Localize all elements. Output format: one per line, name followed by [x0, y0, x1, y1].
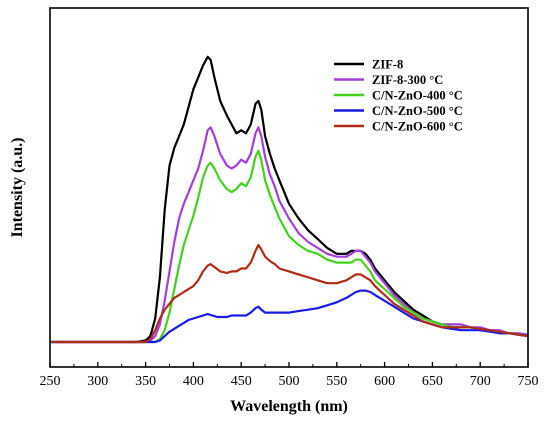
x-tick-label: 300 — [87, 374, 108, 389]
x-tick-label: 700 — [470, 374, 491, 389]
x-tick-label: 550 — [326, 374, 347, 389]
legend-label-5: C/N-ZnO-600 °C — [372, 120, 463, 134]
series-line-4 — [50, 289, 529, 344]
legend-label-3: C/N-ZnO-400 °C — [372, 89, 463, 103]
x-tick-label: 250 — [40, 374, 61, 389]
x-tick-label: 350 — [135, 374, 156, 389]
plot-lines — [50, 55, 529, 344]
series-line-3 — [50, 149, 529, 344]
x-tick-label: 650 — [422, 374, 443, 389]
x-tick-label: 500 — [279, 374, 300, 389]
legend-label-1: ZIF-8 — [372, 58, 403, 72]
x-tick-label: 750 — [518, 374, 539, 389]
x-axis-label: Wavelength (nm) — [230, 398, 348, 415]
x-tick-label: 450 — [231, 374, 252, 389]
x-axis-ticks: 250 300 350 400 450 500 550 600 650 700 750 — [40, 362, 539, 389]
series-line-5 — [50, 243, 529, 344]
legend-label-4: C/N-ZnO-500 °C — [372, 104, 463, 118]
y-axis-label: Intensity (a.u.) — [9, 137, 26, 237]
legend-label-2: ZIF-8-300 °C — [372, 73, 443, 87]
x-tick-label: 600 — [374, 374, 395, 389]
x-tick-label: 400 — [183, 374, 204, 389]
